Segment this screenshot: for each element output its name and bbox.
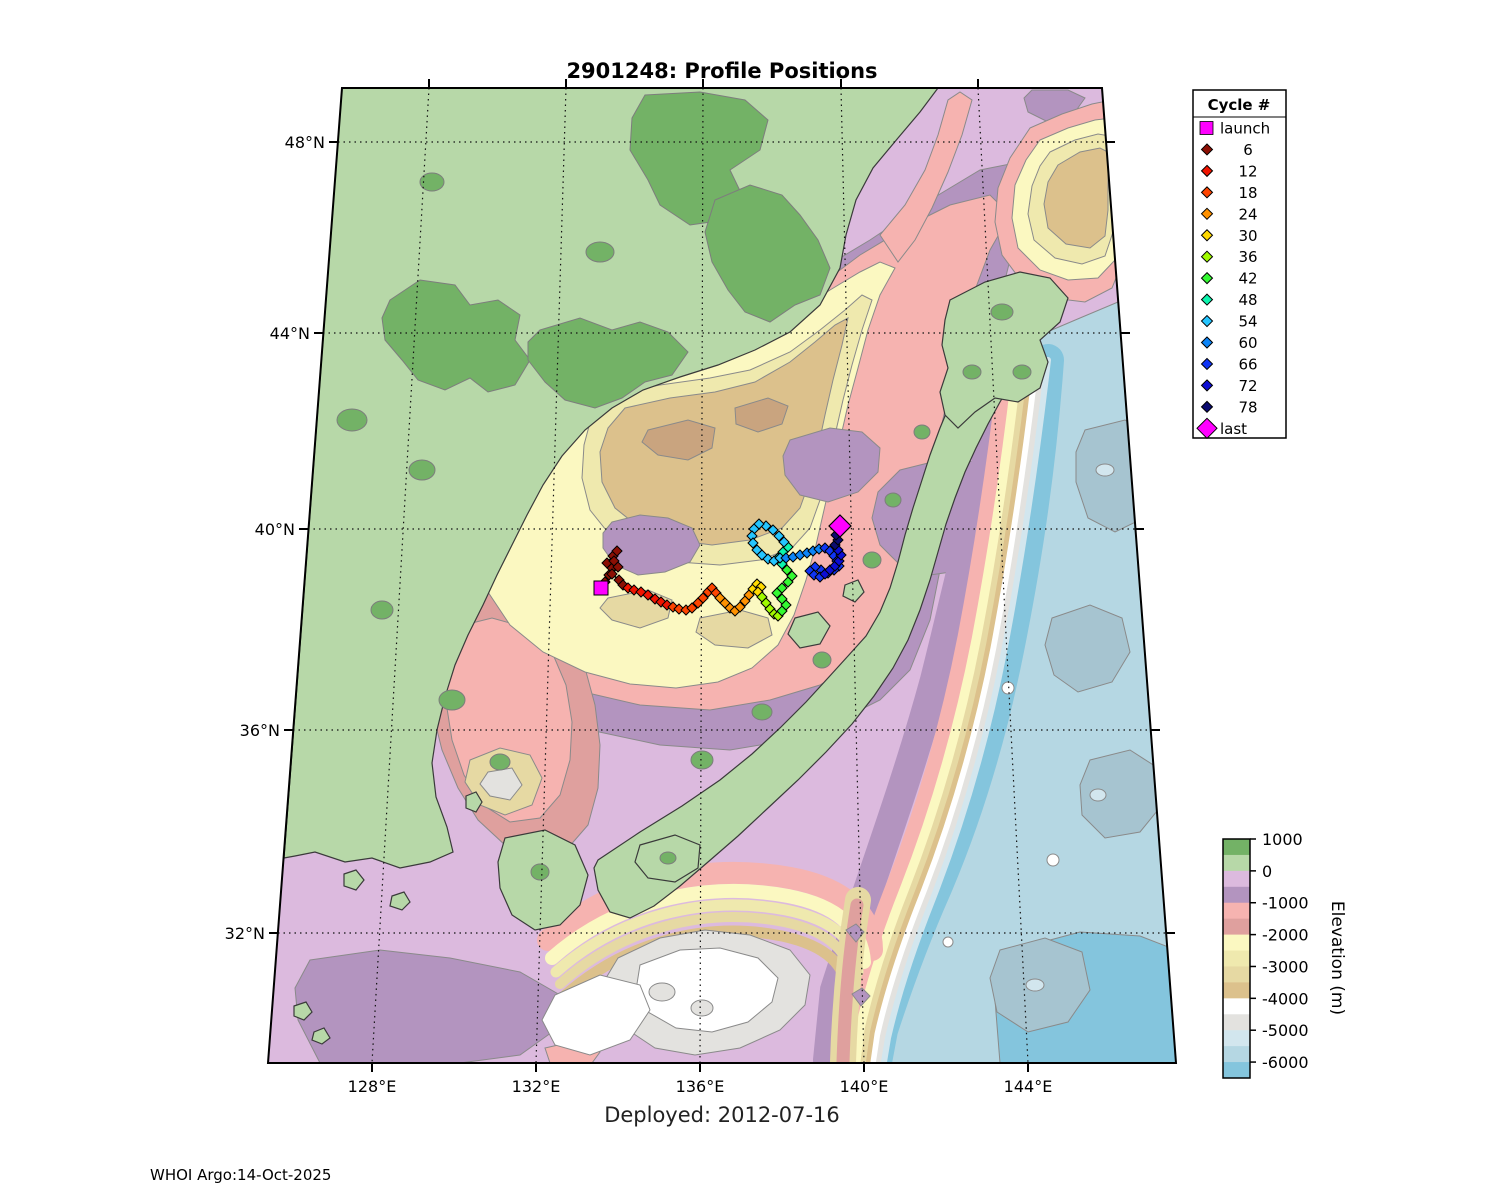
figure: 128°E 132°E 136°E 140°E 144°E 48°N 44°N 40°N 36°…	[0, 0, 1500, 1200]
legend-label-60: 60	[1238, 334, 1257, 352]
lon-label-1: 132°E	[512, 1077, 561, 1096]
highland-14	[813, 652, 831, 668]
lat-label-0: 48°N	[285, 133, 325, 152]
colorbar-segment-4	[1223, 903, 1250, 919]
lon-label-3: 140°E	[840, 1077, 889, 1096]
lat-label-2: 40°N	[255, 520, 295, 539]
shikoku-gray-patch1	[649, 983, 675, 1001]
colorbar-segment-11	[1223, 1014, 1250, 1030]
colorbar-segment-3	[1223, 887, 1250, 903]
legend-marker-launch	[1200, 122, 1213, 135]
highland-17	[914, 425, 930, 439]
colorbar-segment-13	[1223, 1046, 1250, 1062]
highland-22	[660, 852, 676, 864]
highland-7	[337, 409, 367, 431]
legend-label-36: 36	[1238, 248, 1257, 266]
cycle-legend: Cycle # launch 6 12 18 24 30 36 42 48 54 60 66 72 78 l…	[1193, 90, 1286, 438]
lat-label-1: 44°N	[270, 324, 310, 343]
highland-16	[885, 493, 901, 507]
highland-8	[409, 460, 435, 480]
legend-label-66: 66	[1238, 355, 1257, 373]
lon-label-4: 144°E	[1004, 1077, 1053, 1096]
colorbar-tick-label-0: 1000	[1262, 830, 1303, 849]
paleblue-spot-3	[1026, 979, 1044, 991]
highland-9	[371, 601, 393, 619]
launch-marker	[594, 581, 608, 595]
colorbar-segment-6	[1223, 935, 1250, 951]
seamount-3	[943, 937, 953, 947]
plot-title: 2901248: Profile Positions	[566, 59, 877, 83]
lat-label-4: 32°N	[225, 924, 265, 943]
elevation-colorbar: 1000 0 -1000 -2000 -3000 -4000 -5000 -6000	[1223, 830, 1309, 1079]
colorbar-segment-5	[1223, 919, 1250, 935]
legend-title: Cycle #	[1208, 96, 1271, 114]
paleblue-spot-2	[1090, 789, 1106, 801]
lat-label-3: 36°N	[240, 721, 280, 740]
colorbar-segment-1	[1223, 855, 1250, 871]
colorbar-segment-9	[1223, 982, 1250, 998]
colorbar-segment-12	[1223, 1030, 1250, 1046]
legend-label-54: 54	[1238, 313, 1257, 331]
legend-label-30: 30	[1238, 227, 1257, 245]
legend-label-6: 6	[1243, 141, 1253, 159]
legend-label-24: 24	[1238, 205, 1257, 223]
legend-label-72: 72	[1238, 377, 1257, 395]
legend-label-last: last	[1220, 420, 1247, 438]
highland-15	[863, 552, 881, 568]
colorbar-segment-2	[1223, 871, 1250, 887]
colorbar-tick-label-1: 0	[1262, 862, 1272, 881]
credit-text: WHOI Argo:14-Oct-2025	[150, 1166, 331, 1184]
colorbar-segment-0	[1223, 839, 1250, 855]
lon-label-0: 128°E	[348, 1077, 397, 1096]
colorbar-segment-7	[1223, 951, 1250, 967]
colorbar-segment-8	[1223, 966, 1250, 982]
paleblue-spot-1	[1096, 464, 1114, 476]
plot-svg: 128°E 132°E 136°E 140°E 144°E 48°N 44°N 40°N 36°…	[0, 0, 1500, 1200]
highland-18	[963, 365, 981, 379]
colorbar-tick-label-4: -3000	[1262, 957, 1309, 976]
legend-label-18: 18	[1238, 184, 1257, 202]
bathymetry-map	[260, 80, 1190, 1075]
colorbar-tick-label-2: -1000	[1262, 894, 1309, 913]
colorbar-tick-label-5: -4000	[1262, 989, 1309, 1008]
highland-20	[1013, 365, 1031, 379]
legend-label-12: 12	[1238, 162, 1257, 180]
deployed-date-text: Deployed: 2012-07-16	[604, 1103, 840, 1127]
colorbar-segment-14	[1223, 1062, 1250, 1078]
highland-10	[439, 690, 465, 710]
highland-21	[531, 864, 549, 880]
legend-label-48: 48	[1238, 291, 1257, 309]
colorbar-axis-label: Elevation (m)	[1327, 901, 1347, 1015]
lon-label-2: 136°E	[676, 1077, 725, 1096]
seamount-2	[1047, 854, 1059, 866]
colorbar-tick-label-6: -5000	[1262, 1021, 1309, 1040]
highland-12	[691, 751, 713, 769]
legend-label-78: 78	[1238, 398, 1257, 416]
legend-label-42: 42	[1238, 270, 1257, 288]
highland-19	[991, 304, 1013, 320]
legend-label-launch: launch	[1220, 120, 1270, 138]
colorbar-segment-10	[1223, 998, 1250, 1014]
seamount-1	[1002, 682, 1014, 694]
highland-13	[752, 704, 772, 720]
colorbar-tick-label-3: -2000	[1262, 926, 1309, 945]
highland-11	[490, 754, 510, 770]
highland-5	[586, 242, 614, 262]
grayblue-1	[1076, 420, 1168, 532]
shikoku-gray-patch2	[691, 1000, 713, 1016]
colorbar-tick-label-7: -6000	[1262, 1053, 1309, 1072]
